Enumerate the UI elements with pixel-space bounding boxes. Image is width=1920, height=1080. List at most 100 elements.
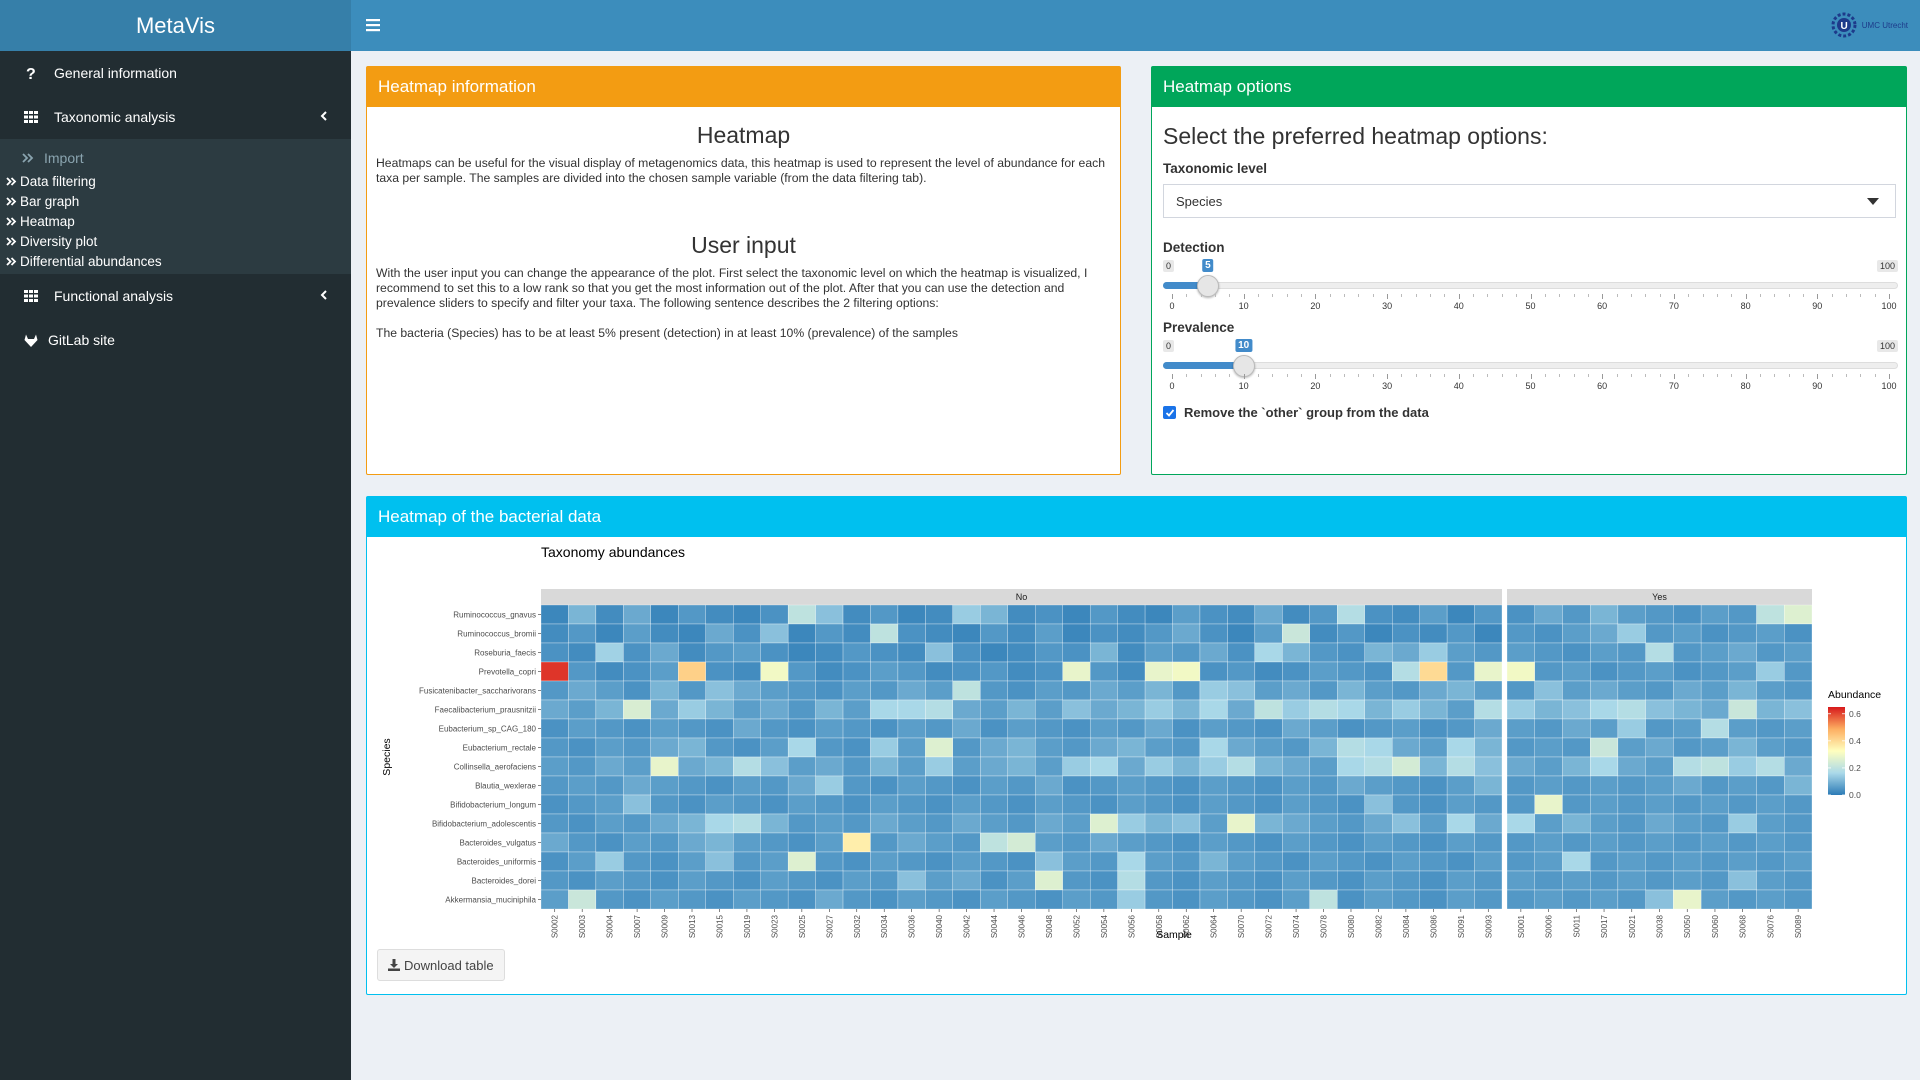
heatmap-cell [1254,604,1283,625]
remove-other-checkbox-row[interactable]: Remove the `other` group from the data [1163,405,1906,420]
sidebar-item-functional-analysis[interactable]: Functional analysis [0,274,351,318]
slider-minor-tick [1774,294,1776,297]
heatmap-cell [650,889,679,910]
heatmap-cell [1172,813,1201,834]
heatmap-cell [1645,756,1674,777]
sidebar-subitem-diversity-plot[interactable]: Diversity plot [0,231,351,251]
heatmap-cell [1227,870,1256,891]
heatmap-cell [678,604,706,625]
y-tick-label: Faecalibacterium_prausnitzii [435,706,537,715]
slider-minor-tick [1587,374,1589,377]
slider-tick-label: 50 [1525,381,1536,391]
heatmap-cell [1506,737,1535,758]
heatmap-cell [1172,870,1201,891]
heatmap-cell [1728,737,1757,758]
slider-tick-label: 60 [1597,381,1608,391]
sidebar-item-general-information[interactable]: ? General information [0,51,351,95]
heatmap-cell [568,680,597,701]
sidebar-subitem-differential-abundances[interactable]: Differential abundances [0,251,351,271]
heatmap-cell [1673,642,1702,663]
heatmap-cell [705,718,734,739]
remove-other-checkbox[interactable] [1163,406,1176,419]
heatmap-cell [897,623,926,644]
heatmap-cell [760,623,789,644]
hamburger-menu-icon[interactable] [365,17,381,33]
heatmap-cell [678,623,706,644]
heatmap-cell [1673,661,1702,682]
heatmap-cell [733,756,761,777]
heatmap-cell [1117,642,1146,663]
heatmap-cell [1089,680,1118,701]
sidebar-subitem-bar-graph[interactable]: Bar graph [0,191,351,211]
heatmap-cell [1007,718,1036,739]
heatmap-cell [1562,756,1591,777]
download-table-button[interactable]: Download table [377,949,505,981]
heatmap-cell [1172,832,1201,853]
slider-minor-tick [1200,374,1202,377]
heatmap-cell [1700,680,1729,701]
heatmap-cell [1227,718,1256,739]
heatmap-cell [815,737,844,758]
heatmap-cell [952,718,981,739]
slider-minor-tick [1329,374,1331,377]
heatmap-cell [1254,813,1283,834]
heatmap-cell [980,832,1008,853]
heatmap-cell [1227,889,1256,910]
heatmap-cell [980,813,1008,834]
taxonomic-level-value: Species [1176,193,1223,209]
heatmap-cell [1062,661,1091,682]
heatmap-cell [1089,699,1118,720]
sidebar-subitem-import[interactable]: Import [0,145,351,171]
heatmap-cell [1700,775,1729,796]
heatmap-cell [1673,604,1702,625]
slider-minor-tick [1229,374,1231,377]
slider-minor-tick [1688,374,1690,377]
slider-minor-tick [1487,374,1489,377]
heatmap-cell [1309,794,1338,815]
detection-slider[interactable]: 0 100 5 0 10 20 30 40 50 60 70 80 90 100 [1163,259,1898,324]
heatmap-cell [1756,851,1785,872]
heatmap-cell [1172,680,1201,701]
heatmap-cell [1089,851,1118,872]
sidebar-subitem-data-filtering[interactable]: Data filtering [0,171,351,191]
heatmap-cell [1254,832,1283,853]
heatmap-cell [897,794,926,815]
slider-tick [1243,294,1245,299]
heatmap-cell [1590,680,1619,701]
x-tick-label: S0089 [1794,914,1803,938]
x-tick-label: S0011 [1572,914,1581,937]
heatmap-cell [787,623,816,644]
sidebar-subitem-heatmap[interactable]: Heatmap [0,211,351,231]
heatmap-cell [760,870,789,891]
heatmap-cell [705,794,734,815]
prevalence-slider[interactable]: 0 100 10 0 10 20 30 40 50 60 70 80 90 100 [1163,339,1898,404]
legend-tick-label: 0.6 [1849,709,1861,719]
heatmap-cell [815,889,844,910]
svg-text:U: U [1840,21,1847,32]
taxonomic-level-select[interactable]: Species [1163,184,1896,218]
heatmap-cell [1309,642,1338,663]
slider-track[interactable] [1163,282,1898,289]
heatmap-cell [1282,642,1310,663]
heatmap-cell [1035,623,1063,644]
heatmap-cell [733,718,761,739]
sidebar-subitem-label: Import [44,150,84,166]
heatmap-cell [1474,699,1503,720]
heatmap-cell [623,794,651,815]
heatmap-cell [1590,775,1619,796]
sidebar-item-gitlab-site[interactable]: GitLab site [0,318,351,362]
slider-minor-tick [1215,374,1217,377]
heatmap-cell [1007,832,1036,853]
slider-handle[interactable] [1196,275,1219,297]
slider-track[interactable] [1163,362,1898,369]
umc-emblem-icon: U [1831,12,1857,38]
heatmap-cell [1534,604,1563,625]
heatmap-cell [870,661,899,682]
app-logo[interactable]: MetaVis [0,0,351,51]
sidebar-item-taxonomic-analysis[interactable]: Taxonomic analysis [0,95,351,139]
heatmap-cell [705,832,734,853]
heatmap-cell [787,604,816,625]
heatmap-cell [1309,604,1338,625]
heatmap-cell [650,794,679,815]
heatmap-cell [760,661,789,682]
